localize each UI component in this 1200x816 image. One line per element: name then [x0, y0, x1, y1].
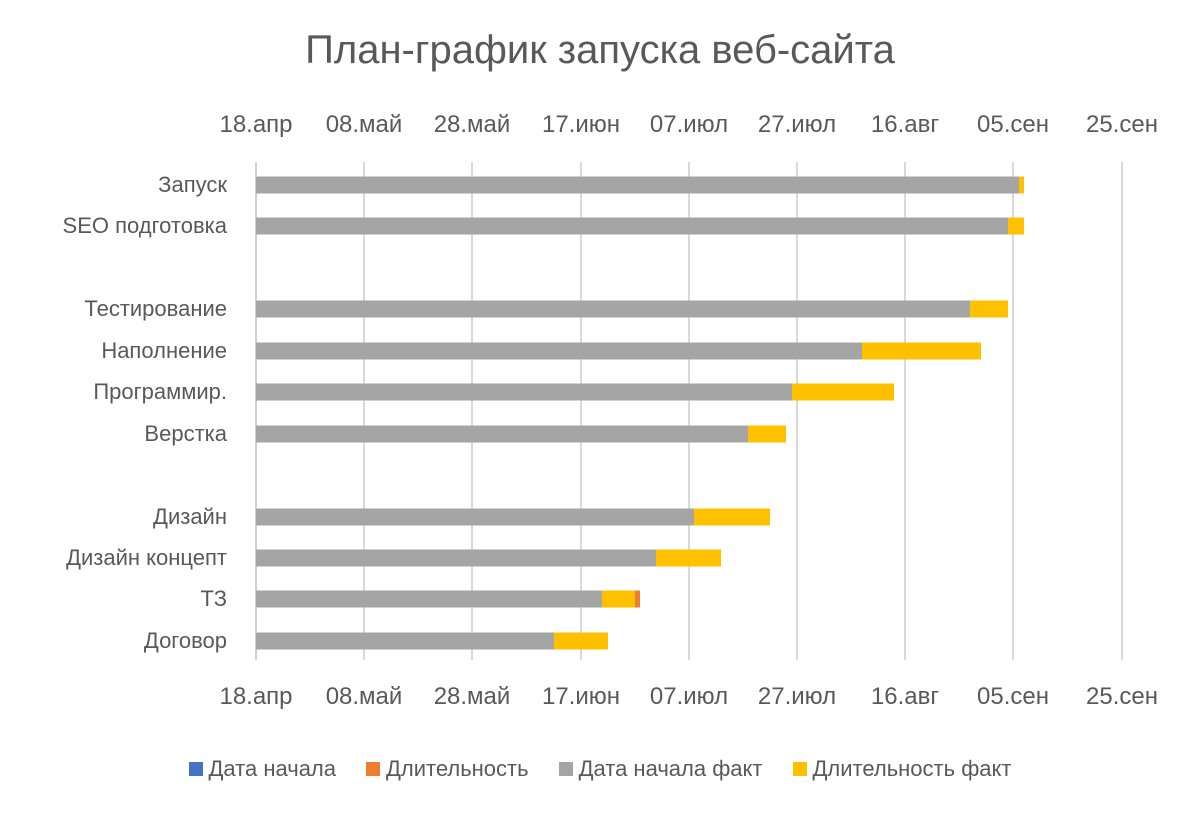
- x-tick-label: 18.апр: [219, 683, 293, 710]
- category-label: SEO подготовка: [62, 213, 227, 238]
- x-tick-label: 07.июл: [649, 683, 729, 710]
- plot-area: [255, 162, 1123, 660]
- x-tick-label: 25.сен: [1086, 683, 1158, 710]
- bar-actual-start[interactable]: [256, 217, 1008, 235]
- category-label: Договор: [143, 628, 227, 653]
- legend-label: Дата начала факт: [578, 756, 763, 781]
- gridline: [471, 162, 473, 660]
- gridline: [904, 162, 906, 660]
- x-tick-label: 27.июл: [757, 111, 837, 138]
- bar-actual-duration[interactable]: [553, 632, 608, 650]
- category-label: Тестирование: [84, 296, 227, 321]
- x-tick-label: 28.май: [433, 111, 511, 138]
- gridline: [1121, 162, 1123, 660]
- legend-swatch-blue: [188, 762, 203, 776]
- chart-title: План-график запуска веб-сайта: [305, 28, 895, 72]
- bar-actual-start[interactable]: [256, 300, 971, 318]
- bar-actual-duration[interactable]: [970, 300, 1008, 318]
- bar-actual-start[interactable]: [256, 425, 749, 443]
- x-tick-label: 16.авг: [870, 683, 940, 710]
- x-tick-label: 05.сен: [977, 683, 1049, 710]
- legend: Дата начала Длительность Дата начала фак…: [0, 752, 1200, 786]
- x-tick-label: 08.май: [325, 111, 403, 138]
- bar-actual-duration[interactable]: [656, 549, 722, 567]
- category-label: Дизайн концепт: [66, 545, 227, 570]
- x-tick-label: 07.июл: [649, 111, 729, 138]
- legend-item-duration[interactable]: Длительность: [366, 756, 529, 782]
- bar-actual-start[interactable]: [256, 549, 657, 567]
- x-axis-bottom: 18.апр 08.май 28.май 17.июн 07.июл 27.ию…: [0, 683, 1200, 713]
- bar-actual-start[interactable]: [256, 176, 1019, 194]
- x-tick-label: 08.май: [325, 683, 403, 710]
- legend-label: Дата начала: [208, 756, 337, 781]
- bar-actual-start[interactable]: [256, 632, 554, 650]
- gridline: [1012, 162, 1014, 660]
- category-label: Дизайн: [153, 504, 227, 529]
- gridline: [255, 162, 257, 660]
- bar-actual-duration[interactable]: [748, 425, 787, 443]
- legend-swatch-orange: [366, 762, 380, 776]
- legend-item-start-date[interactable]: Дата начала: [188, 756, 337, 782]
- gridline: [580, 162, 582, 660]
- x-tick-label: 16.авг: [870, 111, 940, 138]
- bar-actual-start[interactable]: [256, 590, 603, 608]
- legend-item-actual-duration[interactable]: Длительность факт: [792, 756, 1012, 782]
- x-tick-label: 18.апр: [219, 111, 293, 138]
- bar-actual-start[interactable]: [256, 508, 695, 526]
- legend-label: Длительность: [386, 756, 529, 781]
- bar-actual-duration[interactable]: [1018, 176, 1025, 194]
- bar-actual-duration[interactable]: [861, 342, 981, 360]
- gridline: [363, 162, 365, 660]
- x-tick-label: 17.июн: [541, 683, 621, 710]
- category-label: Верстка: [144, 421, 227, 446]
- bar-actual-duration[interactable]: [1007, 217, 1025, 235]
- bar-actual-start[interactable]: [256, 342, 862, 360]
- gridline: [688, 162, 690, 660]
- bar-actual-duration[interactable]: [694, 508, 770, 526]
- bar-actual-duration[interactable]: [791, 383, 895, 401]
- legend-label: Длительность факт: [812, 756, 1012, 781]
- category-label: ТЗ: [200, 586, 227, 611]
- category-label: Программир.: [93, 379, 227, 404]
- bar-planned-duration[interactable]: [634, 590, 641, 608]
- bar-actual-duration[interactable]: [602, 590, 635, 608]
- legend-swatch-yellow: [792, 762, 807, 776]
- x-tick-label: 28.май: [433, 683, 511, 710]
- x-axis-top: 18.апр 08.май 28.май 17.июн 07.июл 27.ию…: [0, 111, 1200, 141]
- x-tick-label: 05.сен: [977, 111, 1049, 138]
- legend-item-actual-start[interactable]: Дата начала факт: [558, 756, 763, 782]
- x-tick-label: 17.июн: [541, 111, 621, 138]
- x-tick-label: 27.июл: [757, 683, 837, 710]
- category-label: Запуск: [158, 172, 227, 197]
- legend-swatch-gray: [558, 762, 573, 776]
- bar-actual-start[interactable]: [256, 383, 792, 401]
- x-tick-label: 25.сен: [1086, 111, 1158, 138]
- gridline: [796, 162, 798, 660]
- category-label: Наполнение: [101, 338, 227, 363]
